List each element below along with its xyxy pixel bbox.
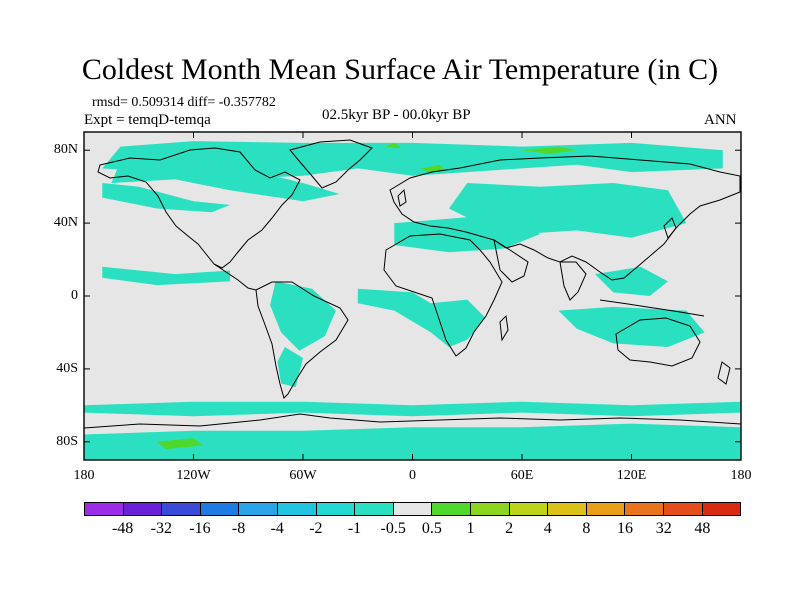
colorbar-box-1 bbox=[123, 503, 163, 515]
colorbar-box-6 bbox=[316, 503, 356, 515]
lat-label-40S: 40S bbox=[56, 360, 78, 376]
map-title: Coldest Month Mean Surface Air Temperatu… bbox=[81, 53, 719, 86]
coastline-australia bbox=[615, 317, 701, 367]
colorbar-label-6: -1 bbox=[347, 520, 362, 537]
stats-line: rmsd= 0.509314 diff= -0.357782 bbox=[92, 95, 276, 110]
contour-region-8 bbox=[357, 288, 486, 347]
colorbar-box-3 bbox=[200, 503, 240, 515]
contour-region-3 bbox=[394, 215, 541, 253]
colorbar-label-0: -48 bbox=[111, 520, 134, 537]
contour-region-15 bbox=[421, 164, 446, 173]
coastline-africa bbox=[383, 233, 503, 357]
colorbar-box-13 bbox=[586, 503, 626, 515]
lon-label-0: 0 bbox=[409, 468, 416, 483]
colorbar-label-5: -2 bbox=[309, 520, 323, 537]
contour-region-1 bbox=[111, 161, 340, 202]
coastline-greenland bbox=[289, 139, 373, 189]
colorbar-box-7 bbox=[355, 503, 394, 515]
lat-label-40N: 40N bbox=[53, 215, 78, 231]
coastline-north-america bbox=[97, 147, 301, 269]
coastline-japan bbox=[663, 217, 677, 240]
colorbar-box-10 bbox=[470, 503, 510, 515]
colorbar-label-1: -32 bbox=[150, 520, 172, 537]
contour-region-11 bbox=[84, 401, 741, 417]
coastline-arabia bbox=[493, 238, 529, 283]
colorbar-label-11: 4 bbox=[543, 520, 552, 537]
colorbar-box-8 bbox=[393, 503, 433, 515]
colorbar-label-10: 2 bbox=[505, 520, 514, 537]
colorbar-box-9 bbox=[432, 503, 471, 515]
coastline-new-zealand bbox=[717, 361, 731, 385]
contour-region-13 bbox=[157, 438, 203, 450]
axis-ticks bbox=[83, 132, 742, 460]
contour-layer bbox=[84, 141, 741, 460]
colorbar bbox=[84, 502, 741, 516]
coastline-madagascar bbox=[499, 314, 509, 342]
lat-label-80N: 80N bbox=[53, 142, 78, 158]
colorbar-box-11 bbox=[509, 503, 549, 515]
colorbar-box-15 bbox=[663, 503, 703, 515]
contour-region-16 bbox=[385, 142, 402, 149]
colorbar-label-13: 16 bbox=[617, 520, 634, 537]
colorbar-label-9: 1 bbox=[466, 520, 475, 537]
coastline-eurasia bbox=[389, 155, 741, 281]
lon-label-60W: 60W bbox=[289, 468, 317, 483]
experiment-label: Expt = temqD-temqa bbox=[84, 112, 211, 128]
coastline-south-america bbox=[255, 281, 349, 399]
contour-region-4 bbox=[102, 183, 230, 213]
colorbar-label-4: -4 bbox=[270, 520, 284, 537]
contour-region-9 bbox=[558, 306, 705, 347]
colorbar-label-3: -8 bbox=[231, 520, 246, 537]
colorbar-box-2 bbox=[162, 503, 201, 515]
lon-label-180: 180 bbox=[730, 468, 752, 483]
colorbar-label-12: 8 bbox=[582, 520, 591, 537]
coastline-uk bbox=[397, 188, 407, 207]
lat-label-80S: 80S bbox=[56, 433, 78, 449]
contour-region-12 bbox=[84, 423, 741, 460]
lon-label-180: 180 bbox=[73, 468, 95, 483]
period-label: 02.5kyr BP - 00.0kyr BP bbox=[322, 107, 471, 123]
contour-region-14 bbox=[522, 146, 577, 154]
colorbar-label-7: -0.5 bbox=[380, 520, 406, 537]
coastline-antarctica bbox=[84, 413, 741, 429]
coastline-central-america bbox=[213, 263, 257, 291]
coastline-indonesia bbox=[599, 299, 705, 317]
colorbar-label-8: 0.5 bbox=[421, 520, 442, 537]
colorbar-box-14 bbox=[625, 503, 664, 515]
colorbar-box-16 bbox=[702, 503, 741, 515]
contour-region-7 bbox=[277, 347, 303, 388]
colorbar-box-12 bbox=[548, 503, 587, 515]
lon-label-60E: 60E bbox=[510, 468, 534, 483]
coastline-india bbox=[559, 261, 587, 301]
lat-label-0: 0 bbox=[71, 288, 78, 303]
contour-region-5 bbox=[102, 266, 230, 286]
season-label: ANN bbox=[704, 112, 737, 128]
contour-region-10 bbox=[595, 266, 668, 296]
colorbar-box-5 bbox=[277, 503, 317, 515]
lon-label-120E: 120E bbox=[616, 468, 647, 483]
colorbar-label-14: 32 bbox=[655, 520, 672, 537]
coastlines bbox=[84, 139, 741, 429]
colorbar-box-0 bbox=[85, 503, 124, 515]
colorbar-label-2: -16 bbox=[189, 520, 211, 537]
lon-label-120W: 120W bbox=[176, 468, 211, 483]
colorbar-label-15: 48 bbox=[694, 520, 711, 537]
colorbar-box-4 bbox=[239, 503, 278, 515]
